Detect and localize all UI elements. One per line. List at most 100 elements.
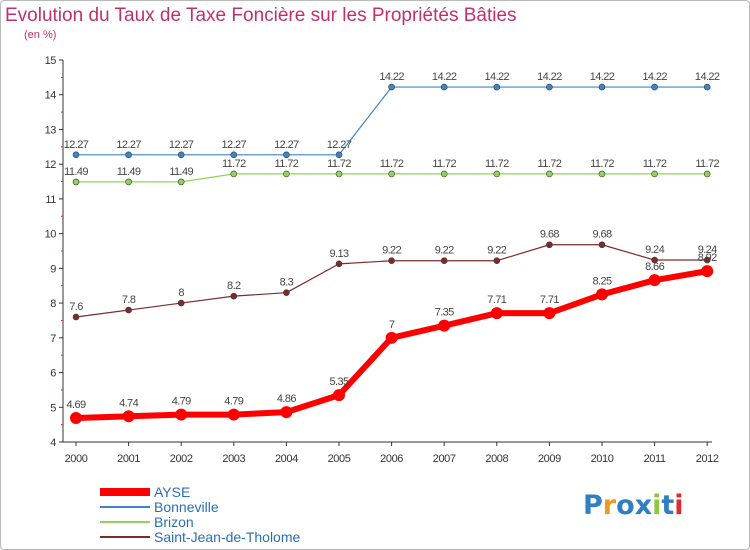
y-tick-label: 12 [45, 159, 57, 171]
data-point [651, 83, 658, 91]
data-label: 9.22 [487, 245, 506, 257]
data-label: 12.27 [274, 139, 299, 151]
data-point [703, 170, 711, 178]
y-tick-label: 14 [45, 90, 57, 102]
data-label: 11.72 [432, 158, 456, 170]
legend-label: AYSE [154, 484, 190, 500]
data-point [493, 257, 501, 265]
data-label: 14.22 [590, 71, 615, 83]
data-point [230, 292, 238, 300]
data-point [438, 319, 451, 332]
data-label: 14.22 [695, 71, 720, 83]
legend: AYSEBonnevilleBrizonSaint-Jean-de-Tholom… [100, 484, 301, 545]
data-label: 8.2 [227, 280, 241, 292]
data-label: 4.79 [172, 396, 191, 408]
data-point [703, 256, 711, 264]
data-point [701, 265, 714, 278]
data-label: 9.22 [435, 245, 454, 257]
data-point [177, 151, 185, 159]
proxiti-logo: Proxiti [583, 490, 684, 521]
data-point [280, 406, 293, 419]
data-label: 11.49 [169, 166, 193, 178]
logo-letter: r [602, 490, 617, 521]
data-point [283, 151, 290, 159]
data-point [72, 178, 80, 186]
data-label: 7 [389, 319, 395, 331]
x-tick-label: 2004 [275, 453, 298, 465]
data-point [388, 83, 395, 91]
data-point [70, 412, 82, 425]
logo-letter: P [583, 490, 603, 521]
x-tick-label: 2002 [170, 453, 193, 465]
data-label: 8 [178, 287, 184, 299]
data-point [72, 313, 80, 321]
data-label: 11.49 [64, 166, 88, 178]
x-tick-label: 2009 [538, 453, 561, 465]
data-point [490, 307, 503, 320]
data-label: 12.27 [222, 139, 247, 151]
data-label: 11.72 [485, 158, 509, 170]
data-point [125, 178, 132, 186]
data-label: 11.72 [327, 158, 351, 170]
data-point [175, 408, 188, 421]
logo-letter: x [634, 490, 653, 521]
data-label: 4.86 [277, 393, 296, 405]
data-label: 8.92 [698, 252, 717, 264]
x-tick-label: 2011 [644, 453, 666, 465]
x-tick-label: 2001 [117, 453, 140, 465]
unit-label: (en %) [24, 29, 57, 41]
data-point [493, 170, 501, 178]
series-markers-group [70, 83, 714, 425]
data-label: 8.66 [645, 261, 664, 273]
data-label: 14.22 [379, 71, 404, 83]
data-label: 12.27 [64, 139, 89, 151]
data-label: 11.72 [643, 158, 667, 170]
data-label: 12.27 [116, 139, 141, 151]
y-tick-label: 4 [50, 437, 56, 449]
data-point [335, 170, 343, 178]
data-label: 12.27 [327, 139, 352, 151]
data-point [230, 151, 238, 159]
data-point [703, 83, 711, 91]
legend-label: Saint-Jean-de-Tholome [154, 529, 301, 545]
data-point [651, 170, 658, 178]
data-label: 5.35 [329, 376, 348, 388]
data-point [333, 389, 345, 402]
data-point [177, 178, 185, 186]
data-label: 11.49 [117, 166, 141, 178]
x-tick-label: 2010 [591, 453, 614, 465]
data-label: 8.3 [280, 277, 294, 289]
x-tick-label: 2007 [433, 453, 456, 465]
data-point [230, 170, 238, 178]
series-line-ayse [73, 268, 711, 422]
y-tick-label: 7 [50, 333, 56, 345]
data-label: 11.72 [222, 158, 246, 170]
data-point [440, 83, 448, 91]
data-point [598, 170, 606, 178]
data-point [72, 151, 80, 159]
data-label: 9.24 [645, 244, 664, 256]
data-point [388, 170, 395, 178]
data-label: 7.71 [487, 294, 506, 306]
y-tick-label: 13 [45, 124, 57, 136]
data-label: 8.25 [592, 275, 611, 287]
data-point [493, 83, 501, 91]
data-point [598, 241, 606, 249]
data-label: 14.22 [485, 71, 510, 83]
data-point [122, 410, 135, 423]
data-label: 11.72 [380, 158, 404, 170]
data-label: 9.22 [382, 245, 401, 257]
data-label: 7.35 [435, 307, 454, 319]
x-tick-label: 2000 [65, 453, 88, 465]
data-point [335, 151, 343, 159]
data-label: 9.24 [698, 244, 717, 256]
data-point [651, 256, 658, 264]
data-label: 11.72 [538, 158, 562, 170]
data-label: 14.22 [432, 71, 457, 83]
data-label: 9.13 [329, 248, 348, 260]
y-tick-label: 15 [45, 55, 57, 67]
data-label: 11.72 [275, 158, 299, 170]
data-point [598, 83, 606, 91]
data-point [546, 83, 553, 91]
